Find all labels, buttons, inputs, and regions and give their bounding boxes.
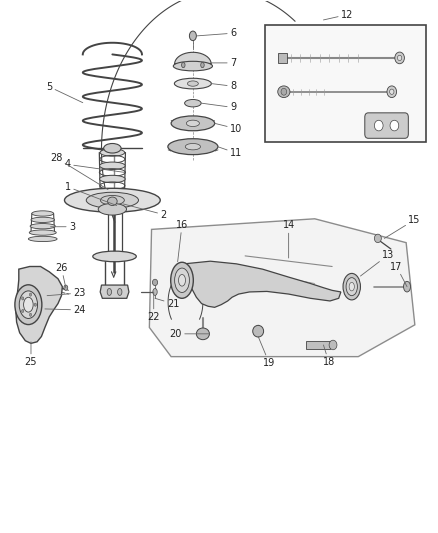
Polygon shape: [175, 52, 211, 64]
Ellipse shape: [346, 278, 357, 296]
Ellipse shape: [196, 328, 209, 340]
Ellipse shape: [173, 61, 212, 71]
Text: 25: 25: [25, 342, 37, 367]
Text: 21: 21: [155, 298, 179, 309]
Ellipse shape: [29, 230, 56, 235]
Ellipse shape: [185, 143, 201, 150]
Ellipse shape: [107, 288, 112, 295]
FancyBboxPatch shape: [365, 113, 408, 138]
Bar: [278, 53, 287, 63]
Text: 4: 4: [65, 159, 124, 172]
Ellipse shape: [100, 189, 125, 196]
Text: 14: 14: [283, 221, 295, 258]
Ellipse shape: [19, 291, 38, 318]
Ellipse shape: [152, 279, 158, 286]
Ellipse shape: [186, 120, 199, 126]
Ellipse shape: [403, 281, 410, 292]
Ellipse shape: [99, 162, 125, 169]
Ellipse shape: [98, 204, 127, 215]
Text: 10: 10: [215, 123, 242, 134]
Ellipse shape: [253, 325, 264, 337]
Ellipse shape: [343, 273, 360, 300]
Ellipse shape: [349, 282, 354, 291]
Text: 17: 17: [390, 262, 407, 287]
Ellipse shape: [171, 262, 193, 298]
Ellipse shape: [278, 86, 290, 98]
Text: 1: 1: [65, 182, 117, 206]
Text: 24: 24: [45, 305, 85, 315]
Ellipse shape: [189, 31, 196, 41]
Text: 12: 12: [323, 10, 353, 20]
Ellipse shape: [21, 309, 24, 312]
Text: 15: 15: [385, 215, 420, 238]
Text: 9: 9: [201, 102, 236, 112]
Ellipse shape: [100, 196, 124, 205]
Ellipse shape: [34, 303, 36, 306]
Text: 16: 16: [176, 220, 188, 262]
Ellipse shape: [93, 251, 136, 262]
Ellipse shape: [182, 62, 185, 68]
Polygon shape: [100, 285, 129, 298]
Ellipse shape: [28, 236, 57, 241]
Ellipse shape: [86, 192, 138, 208]
Text: 23: 23: [47, 288, 85, 298]
Ellipse shape: [185, 100, 201, 107]
Ellipse shape: [100, 149, 125, 156]
Ellipse shape: [387, 86, 396, 98]
Text: 28: 28: [50, 153, 108, 190]
Ellipse shape: [30, 223, 55, 229]
Ellipse shape: [281, 88, 287, 95]
Text: 13: 13: [360, 250, 395, 276]
Bar: [306, 341, 330, 349]
Ellipse shape: [175, 268, 189, 293]
Ellipse shape: [153, 288, 157, 295]
Text: 7: 7: [211, 58, 236, 68]
Text: 6: 6: [197, 28, 236, 38]
Ellipse shape: [174, 78, 212, 89]
Ellipse shape: [374, 234, 381, 243]
Ellipse shape: [29, 293, 32, 296]
Text: 2: 2: [123, 204, 166, 220]
Ellipse shape: [24, 297, 33, 312]
Ellipse shape: [390, 89, 394, 94]
Text: 18: 18: [322, 345, 335, 367]
Ellipse shape: [329, 340, 337, 350]
Text: 5: 5: [46, 82, 83, 103]
Ellipse shape: [171, 116, 215, 131]
Ellipse shape: [187, 81, 198, 86]
Ellipse shape: [64, 285, 68, 290]
Ellipse shape: [397, 55, 402, 61]
Ellipse shape: [29, 313, 32, 317]
Polygon shape: [149, 219, 415, 357]
Bar: [265, 25, 426, 142]
Text: 8: 8: [211, 81, 236, 91]
Ellipse shape: [21, 297, 24, 300]
Ellipse shape: [374, 120, 383, 131]
Ellipse shape: [64, 188, 160, 212]
Text: 22: 22: [148, 292, 160, 321]
Ellipse shape: [99, 175, 125, 183]
Text: 19: 19: [258, 336, 275, 368]
Text: 11: 11: [218, 147, 242, 158]
Ellipse shape: [32, 211, 53, 216]
Text: 3: 3: [50, 222, 75, 232]
Ellipse shape: [201, 62, 204, 68]
Ellipse shape: [15, 285, 42, 325]
Polygon shape: [16, 266, 62, 343]
Text: 20: 20: [170, 329, 209, 339]
Ellipse shape: [395, 52, 404, 64]
Ellipse shape: [31, 217, 54, 222]
Ellipse shape: [168, 139, 218, 155]
Ellipse shape: [104, 143, 121, 153]
Ellipse shape: [117, 288, 122, 295]
Polygon shape: [184, 261, 341, 308]
Ellipse shape: [390, 120, 399, 131]
Text: 26: 26: [55, 263, 67, 288]
Ellipse shape: [108, 197, 117, 206]
Ellipse shape: [179, 274, 185, 286]
